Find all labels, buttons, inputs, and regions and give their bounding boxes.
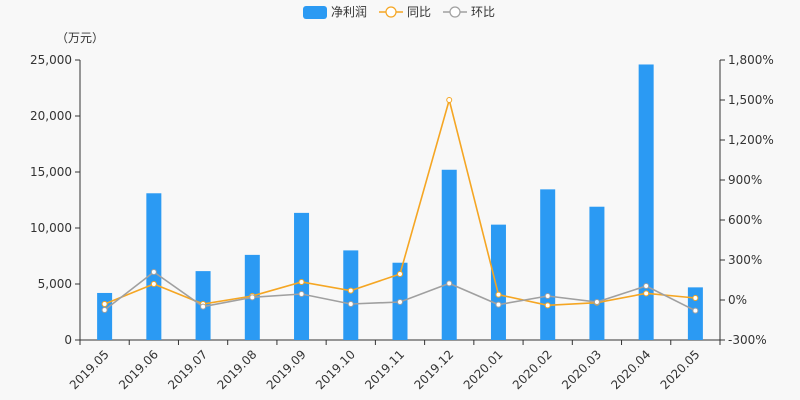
y-right-tick-label: -300% xyxy=(728,333,767,347)
y-right-tick-label: 1,800% xyxy=(728,53,774,67)
line-point xyxy=(150,269,157,275)
bar xyxy=(589,206,605,340)
y-left-tick-label: 0 xyxy=(64,333,72,347)
x-tick-label: 2019.05 xyxy=(67,347,112,392)
line-point xyxy=(544,302,551,309)
line-point xyxy=(101,301,108,307)
bar xyxy=(687,287,703,340)
line-point xyxy=(446,97,453,103)
x-tick-label: 2019.10 xyxy=(313,347,358,392)
line-point xyxy=(643,290,650,297)
line-point xyxy=(347,301,354,307)
bar xyxy=(343,250,359,340)
x-tick-label: 2019.12 xyxy=(411,347,456,392)
x-tick-label: 2020.01 xyxy=(461,347,506,392)
x-tick-label: 2020.03 xyxy=(559,347,604,392)
x-tick-label: 2019.08 xyxy=(215,347,260,392)
y-left-tick-label: 25,000 xyxy=(30,53,72,67)
legend-label: 净利润 xyxy=(331,5,367,19)
line-point xyxy=(101,307,108,313)
line-series xyxy=(101,96,699,314)
y-right-tick-label: 1,200% xyxy=(728,133,774,147)
line-point xyxy=(544,293,551,299)
line-point xyxy=(692,307,699,314)
line-point xyxy=(495,301,502,308)
y-right-tick-label: 0% xyxy=(728,293,747,307)
line-point xyxy=(397,271,403,277)
bar xyxy=(146,193,162,340)
bar xyxy=(441,169,457,340)
bar xyxy=(638,64,654,340)
bar xyxy=(294,212,310,340)
y-left-tick-label: 10,000 xyxy=(30,221,72,235)
y-right-tick-label: 600% xyxy=(728,213,762,227)
x-tick-label: 2020.02 xyxy=(510,347,555,392)
legend-label: 环比 xyxy=(471,5,495,19)
x-tick-label: 2019.11 xyxy=(362,347,407,392)
x-tick-label: 2019.06 xyxy=(116,347,161,392)
y-right-tick-label: 900% xyxy=(728,173,762,187)
x-tick-label: 2020.04 xyxy=(608,347,653,392)
line-point xyxy=(643,283,650,289)
y-left-tick-label: 5,000 xyxy=(38,277,72,291)
legend-swatch-marker xyxy=(385,6,397,18)
bar xyxy=(97,292,113,340)
legend-label: 同比 xyxy=(407,5,431,19)
line-point xyxy=(495,291,502,298)
line-point xyxy=(249,294,256,301)
line-point xyxy=(692,295,699,301)
line-point xyxy=(298,291,305,297)
legend-swatch-marker xyxy=(449,6,461,18)
line-point xyxy=(150,281,157,287)
line-point xyxy=(298,279,305,285)
y-left-unit-label: （万元） xyxy=(56,31,104,45)
legend: 净利润 同比 环比 xyxy=(303,5,495,19)
bar xyxy=(540,189,556,340)
axes: 0 5,000 10,000 15,000 20,000 25,000 -300% 0% 300… xyxy=(30,53,774,347)
x-tick-label: 2019.09 xyxy=(264,347,309,392)
x-axis-labels: 2019.05 2019.06 2019.07 2019.08 2019.09 2019.… xyxy=(67,347,703,392)
line-point xyxy=(397,299,403,305)
x-tick-label: 2019.07 xyxy=(165,347,210,392)
line-point xyxy=(347,287,354,294)
legend-swatch-bar xyxy=(303,6,327,19)
y-right-tick-label: 1,500% xyxy=(728,93,774,107)
y-left-tick-label: 20,000 xyxy=(30,109,72,123)
y-right-tick-label: 300% xyxy=(728,253,762,267)
y-left-tick-label: 15,000 xyxy=(30,165,72,179)
x-tick-label: 2020.05 xyxy=(658,347,703,392)
bar xyxy=(490,224,506,340)
line-point xyxy=(200,303,207,310)
line-point xyxy=(446,280,453,287)
line-point xyxy=(593,299,600,305)
